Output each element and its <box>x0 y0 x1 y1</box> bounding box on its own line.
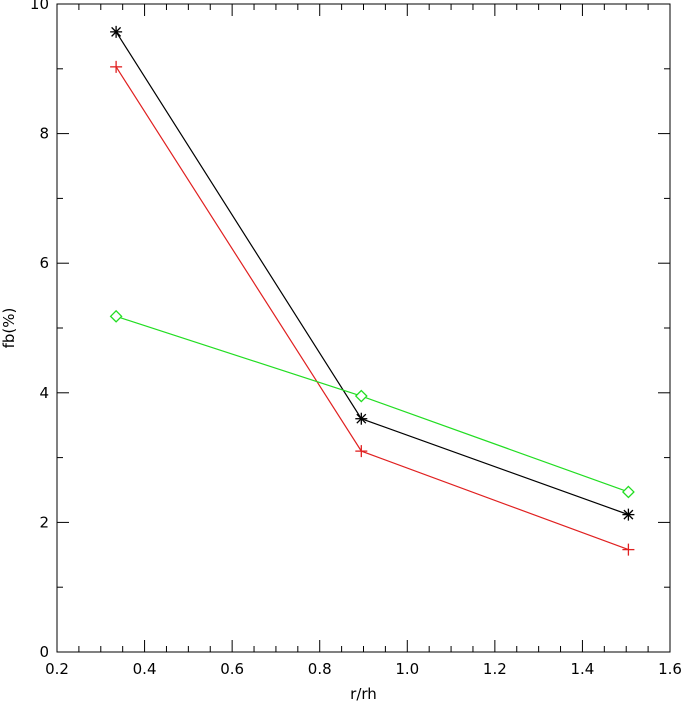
x-tick-label: 0.8 <box>308 660 332 678</box>
x-tick-label: 0.6 <box>220 660 244 678</box>
data-point <box>622 508 635 521</box>
y-axis-label: fb(%) <box>0 308 18 349</box>
data-point <box>621 485 635 499</box>
plot-frame <box>56 3 671 653</box>
x-tick-label: 0.2 <box>45 660 69 678</box>
series-line <box>115 31 629 516</box>
data-point <box>355 412 368 425</box>
x-axis-label: r/rh <box>350 685 377 703</box>
y-tick-label: 6 <box>39 254 49 272</box>
data-point <box>622 543 635 556</box>
axis-tick-labels: 0.2 0.4 0.6 0.8 1.0 1.2 1.4 1.6 0 2 4 6 8 10 <box>30 0 682 678</box>
series-plus <box>110 60 635 556</box>
x-tick-label: 1.6 <box>658 660 682 678</box>
y-tick-label: 0 <box>39 643 49 661</box>
y-tick-label: 4 <box>39 384 49 402</box>
data-point <box>110 25 123 38</box>
series-line <box>115 66 629 551</box>
series-line <box>115 315 629 493</box>
y-tick-label: 2 <box>39 513 49 531</box>
x-tick-label: 1.0 <box>395 660 419 678</box>
data-point <box>355 445 368 458</box>
series-asterisk <box>110 25 635 521</box>
data-point <box>354 389 368 403</box>
axis-ticks <box>56 3 671 653</box>
x-tick-label: 1.4 <box>570 660 594 678</box>
data-point <box>110 60 123 73</box>
y-tick-label: 8 <box>39 125 49 143</box>
x-tick-label: 0.4 <box>133 660 157 678</box>
data-point <box>109 309 123 323</box>
series-diamond <box>109 309 635 499</box>
series-layer <box>109 25 635 556</box>
x-tick-label: 1.2 <box>483 660 507 678</box>
y-tick-label: 10 <box>30 0 49 13</box>
